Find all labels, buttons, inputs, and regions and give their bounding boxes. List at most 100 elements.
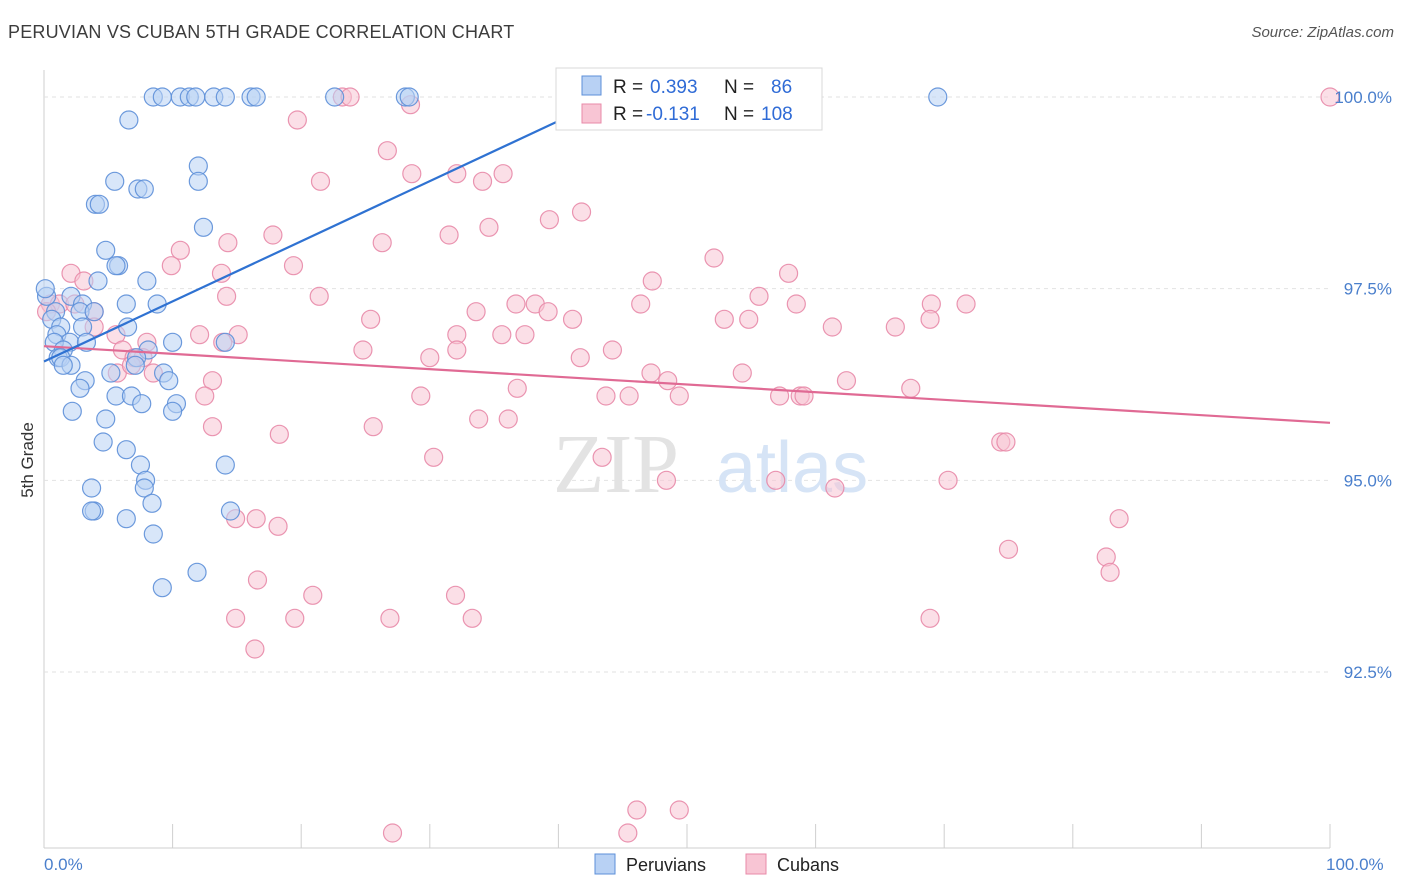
- peruvians-point: [96, 240, 116, 260]
- peruvians-point: [119, 110, 139, 130]
- bottom-legend: Peruvians Cubans: [594, 853, 839, 875]
- cubans-point: [217, 286, 237, 306]
- peruvians-point: [84, 302, 104, 322]
- peruvians-point: [35, 279, 55, 299]
- peruvians-points: [35, 87, 948, 598]
- cubans-point: [269, 424, 289, 444]
- cubans-point: [161, 256, 181, 276]
- cubans-point: [901, 378, 921, 398]
- cubans-point: [996, 432, 1016, 452]
- peruvians-point: [137, 271, 157, 291]
- cubans-point: [1100, 562, 1120, 582]
- legend-r-label-cubans: R =: [613, 104, 643, 125]
- cubans-point: [920, 309, 940, 329]
- cubans-point: [956, 294, 976, 314]
- cubans-point: [1109, 509, 1129, 529]
- peruvians-point: [62, 401, 82, 421]
- cubans-point: [245, 639, 265, 659]
- cubans-point: [377, 141, 397, 161]
- cubans-point: [363, 417, 383, 437]
- cubans-point: [825, 478, 845, 498]
- cubans-point: [739, 309, 759, 329]
- peruvians-point: [88, 271, 108, 291]
- cubans-point: [492, 325, 512, 345]
- legend-r-label-peruvians: R =: [613, 77, 643, 98]
- cubans-point: [439, 225, 459, 245]
- cubans-point: [836, 371, 857, 391]
- cubans-point: [402, 164, 422, 184]
- peruvians-point: [116, 509, 136, 529]
- legend-n-value-peruvians: 86: [771, 77, 792, 98]
- cubans-point: [268, 516, 288, 536]
- cubans-point: [515, 325, 535, 345]
- cubans-point: [493, 164, 513, 184]
- cubans-point: [372, 233, 392, 253]
- y-tick-label: 97.5%: [1344, 280, 1392, 299]
- cubans-point: [479, 217, 499, 237]
- cubans-point: [218, 233, 238, 253]
- legend-n-label-peruvians: N =: [724, 77, 754, 98]
- peruvians-point: [117, 317, 138, 337]
- cubans-point: [445, 585, 466, 605]
- peruvians-point: [134, 478, 154, 498]
- cubans-point: [310, 171, 331, 191]
- peruvians-point: [193, 217, 214, 237]
- cubans-point: [570, 348, 590, 368]
- cubans-point: [382, 823, 403, 843]
- peruvians-point: [186, 87, 206, 107]
- cubans-point: [507, 378, 527, 398]
- cubans-point: [247, 570, 268, 590]
- peruvians-point: [187, 562, 207, 582]
- cubans-point: [822, 317, 842, 337]
- cubans-point: [353, 340, 373, 360]
- cubans-point: [592, 447, 612, 467]
- peruvians-point: [188, 171, 208, 191]
- cubans-point: [283, 256, 304, 276]
- cubans-point: [920, 608, 940, 628]
- legend-r-value-cubans: -0.131: [646, 104, 700, 125]
- chart-title: PERUVIAN VS CUBAN 5TH GRADE CORRELATION …: [8, 22, 515, 42]
- cubans-point: [732, 363, 752, 383]
- peruvians-point: [215, 455, 235, 475]
- peruvians-point: [81, 478, 102, 498]
- cubans-point: [303, 585, 323, 605]
- cubans-point: [202, 417, 223, 437]
- peruvians-point: [928, 87, 948, 107]
- bottom-legend-swatch-peruvians: [594, 853, 616, 875]
- peruvians-point: [163, 332, 183, 352]
- cubans-point: [627, 800, 647, 820]
- cubans-point: [642, 271, 662, 291]
- cubans-point: [998, 539, 1019, 559]
- bottom-legend-cubans: Cubans: [777, 855, 839, 875]
- trend-lines: [43, 96, 1331, 424]
- peruvians-point: [152, 578, 172, 598]
- peruvians-point: [159, 371, 179, 391]
- peruvians-point: [215, 332, 235, 352]
- cubans-point: [263, 225, 283, 245]
- cubans-point: [562, 309, 583, 329]
- peruvians-trend-line: [43, 96, 611, 363]
- y-tick-label: 95.0%: [1344, 471, 1392, 490]
- cubans-point: [885, 317, 905, 337]
- y-tick-label: 92.5%: [1344, 663, 1392, 682]
- cubans-point: [938, 470, 958, 490]
- cubans-point: [411, 386, 431, 406]
- legend: R = 0.393 N = 86 R = -0.131 N = 108: [555, 67, 823, 131]
- peruvians-point: [134, 179, 154, 199]
- cubans-point: [202, 371, 223, 391]
- cubans-point: [641, 363, 661, 383]
- peruvians-point: [116, 440, 136, 460]
- cubans-point: [420, 348, 440, 368]
- cubans-point: [424, 447, 444, 467]
- peruvians-point: [132, 394, 152, 414]
- peruvians-point: [147, 294, 167, 314]
- cubans-point: [602, 340, 623, 360]
- peruvians-point: [96, 409, 116, 429]
- cubans-point: [190, 325, 210, 345]
- watermark-atlas: atlas: [716, 428, 868, 508]
- peruvians-point: [70, 378, 90, 398]
- cubans-point: [195, 386, 215, 406]
- cubans-point: [596, 386, 616, 406]
- peruvians-point: [246, 87, 266, 107]
